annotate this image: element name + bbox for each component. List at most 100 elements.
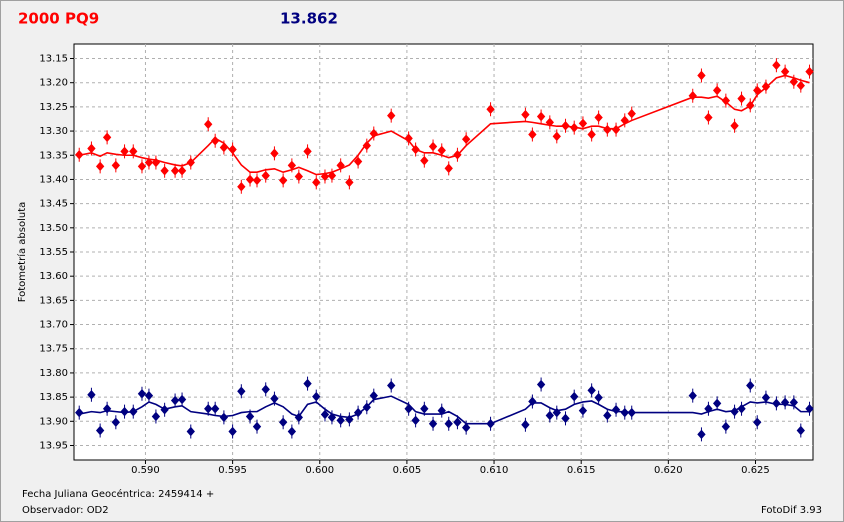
data-point [772,396,781,411]
data-point [204,117,213,132]
data-point [561,411,570,426]
data-point [704,110,713,125]
data-point [345,175,354,190]
data-point [411,413,420,428]
x-tick-label: 0.615 [567,465,596,476]
data-point [252,173,262,188]
data-point [303,376,312,391]
data-point [320,169,330,184]
y-tick-label: 13.25 [39,102,68,113]
data-point [151,409,161,424]
software-version: FotoDif 3.93 [761,505,822,516]
data-point [444,416,453,431]
y-tick-label: 13.60 [39,271,68,282]
y-tick-label: 13.55 [39,247,68,258]
data-point [420,153,429,168]
y-tick-label: 13.65 [39,295,68,306]
data-point [137,386,147,401]
data-point [211,401,220,416]
y-tick-label: 13.35 [39,150,68,161]
plot-area [73,43,814,461]
data-point [303,144,312,159]
data-point [362,138,371,153]
data-point [753,415,762,430]
x-axis-label: Fecha Juliana Geocéntrica: 2459414 + [22,488,214,500]
data-point [528,127,537,142]
data-point [545,408,554,423]
data-point [428,416,438,431]
observer: Observador: OD2 [22,505,109,516]
data-point [587,383,596,398]
data-point [712,83,722,98]
data-point [611,402,621,417]
data-point [536,377,546,392]
data-point [521,107,530,122]
data-point [111,415,120,430]
data-point [578,403,588,418]
y-tick-label: 13.95 [39,440,68,451]
data-point [186,424,195,439]
data-point [697,68,706,83]
data-point [270,146,279,161]
data-point [536,109,546,124]
data-point [327,168,337,183]
y-tick-label: 13.50 [39,223,68,234]
data-point [627,106,636,121]
data-point [404,131,413,146]
data-point [144,388,154,403]
data-point [245,172,255,187]
data-point [228,424,237,439]
x-tick-label: 0.600 [305,465,334,476]
data-point [111,158,120,173]
data-point [345,412,354,427]
data-point [805,401,814,416]
data-point [688,388,697,403]
data-point [137,159,147,174]
data-point [261,382,270,397]
data-point [237,384,246,399]
y-tick-label: 13.90 [39,416,68,427]
smoothed-line [79,74,810,176]
y-tick-label: 13.15 [39,54,68,65]
data-point [170,393,180,408]
data-point [102,130,112,145]
data-point [461,132,471,147]
data-point [327,410,337,425]
y-tick-label: 13.80 [39,368,68,379]
x-tick-label: 0.605 [393,465,422,476]
data-point [721,93,731,108]
data-point [730,118,739,133]
y-tick-label: 13.40 [39,174,68,185]
data-point [95,159,105,174]
x-tick-label: 0.625 [741,465,770,476]
data-point [444,161,453,176]
data-point [170,163,180,178]
data-point [428,139,438,154]
data-point [688,88,697,103]
data-point [75,405,84,420]
y-tick-label: 13.20 [39,78,68,89]
data-point [603,408,612,423]
x-tick-label: 0.610 [480,465,509,476]
data-point [737,91,746,106]
y-tick-label: 13.75 [39,344,68,355]
data-point [594,110,603,125]
y-axis-label: Fotometría absoluta [16,202,28,303]
y-tick-label: 13.85 [39,392,68,403]
data-point [160,163,169,178]
data-point [353,154,363,169]
data-point [87,387,96,402]
data-point [552,405,561,420]
data-point [721,419,731,434]
smoothed-line [79,395,810,425]
data-point [486,102,495,117]
x-tick-label: 0.620 [654,465,683,476]
data-point [287,424,297,439]
data-point [796,423,805,438]
data-point [278,415,288,430]
x-tick-label: 0.590 [131,465,160,476]
data-point [594,390,603,405]
data-point [278,173,288,188]
